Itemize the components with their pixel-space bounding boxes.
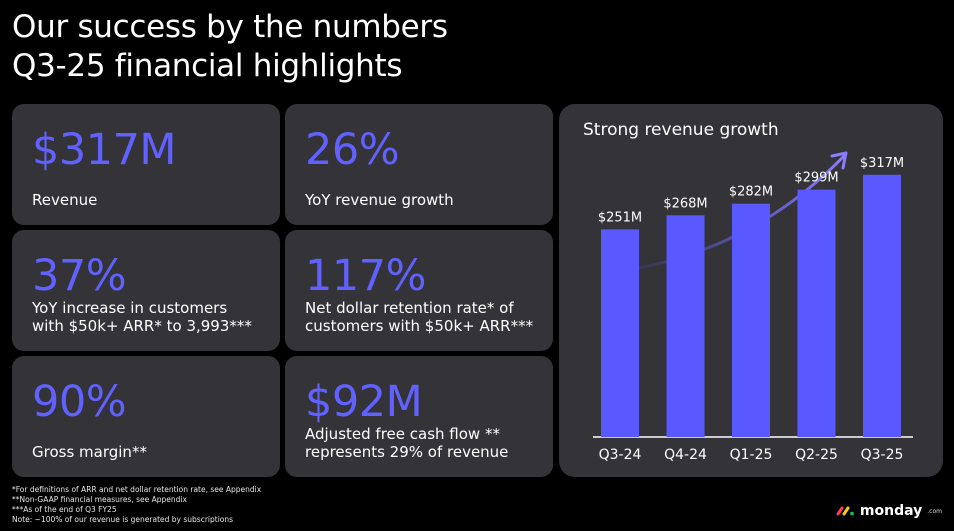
page-title: Our success by the numbers Q3-25 financi…: [12, 8, 448, 86]
bar-q4-24: [666, 215, 705, 437]
title-line-1: Our success by the numbers: [12, 9, 448, 45]
metric-label: Net dollar retention rate* of customers …: [305, 299, 534, 335]
metric-card-retention: 117% Net dollar retention rate* of custo…: [285, 230, 553, 351]
footnote: **Non-GAAP financial measures, see Appen…: [12, 495, 187, 504]
chart-title: Strong revenue growth: [583, 120, 779, 140]
brand-suffix: .com: [927, 507, 942, 515]
metric-value: 117%: [305, 251, 426, 301]
monday-logo: monday .com: [836, 503, 942, 519]
bar-data-label: $268M: [663, 196, 707, 211]
metric-card-customers: 37% YoY increase in customers with $50k+…: [12, 230, 280, 351]
monday-logo-icon: [836, 506, 854, 516]
x-tick-label: Q2-25: [795, 447, 838, 463]
metric-value: $317M: [32, 125, 177, 175]
footnotes: *For definitions of ARR and net dollar r…: [12, 485, 261, 525]
metric-value: $92M: [305, 377, 423, 427]
revenue-bar-chart: $251M Q3-24 $268M Q4-24 $282M Q1-25 $299M Q2-25…: [593, 151, 913, 463]
metric-label: Gross margin**: [32, 443, 147, 461]
metric-label: Adjusted free cash flow ** represents 29…: [305, 425, 509, 461]
metric-value: 37%: [32, 251, 127, 301]
bar-data-label: $282M: [729, 185, 773, 200]
metric-value: 90%: [32, 377, 127, 427]
trend-arrow-head: [830, 151, 848, 170]
x-tick-label: Q3-25: [861, 447, 904, 463]
metric-label: YoY revenue growth: [305, 191, 454, 209]
revenue-chart-card: Strong revenue growth $251M Q3-24 $268M Q4-…: [559, 104, 943, 477]
metric-card-free-cash-flow: $92M Adjusted free cash flow ** represen…: [285, 356, 553, 477]
metric-card-yoy-growth: 26% YoY revenue growth: [285, 104, 553, 225]
metric-label: YoY increase in customers with $50k+ ARR…: [32, 299, 252, 335]
footnote: *For definitions of ARR and net dollar r…: [12, 485, 262, 494]
x-tick-label: Q1-25: [730, 447, 773, 463]
bar-data-label: $299M: [794, 171, 838, 186]
bar-q1-25: [732, 203, 770, 437]
x-tick-label: Q4-24: [664, 447, 707, 463]
brand-name: monday: [859, 503, 923, 519]
title-line-2: Q3-25 financial highlights: [12, 48, 403, 84]
metric-card-revenue: $317M Revenue: [12, 104, 280, 225]
metric-card-gross-margin: 90% Gross margin**: [12, 356, 280, 477]
footnote: Note: ~100% of our revenue is generated …: [12, 515, 234, 524]
bar-q3-25: [863, 174, 901, 437]
metric-label: Revenue: [32, 191, 98, 209]
metric-value: 26%: [305, 125, 400, 175]
bar-data-label: $317M: [860, 156, 904, 171]
bar-data-label: $251M: [598, 210, 642, 225]
bar-q2-25: [797, 189, 836, 437]
bar-q3-24: [601, 229, 639, 437]
x-tick-label: Q3-24: [599, 447, 642, 463]
footnote: ***As of the end of Q3 FY25: [12, 505, 117, 514]
